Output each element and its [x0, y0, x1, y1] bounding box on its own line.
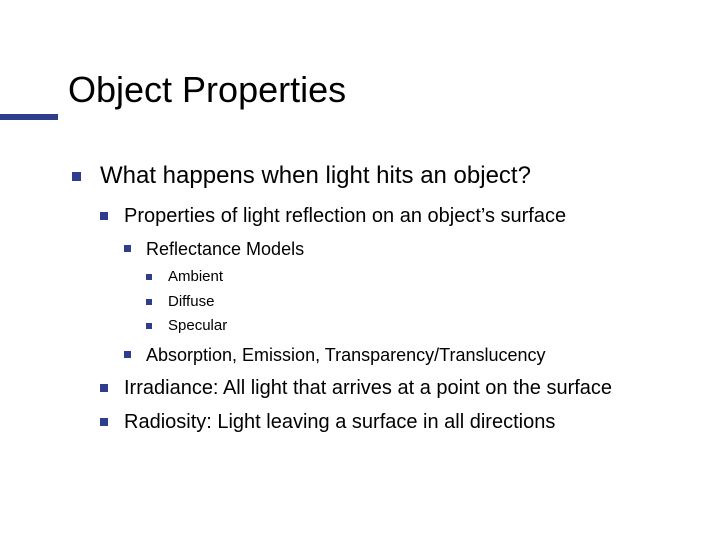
list-item-text: Absorption, Emission, Transparency/Trans… [146, 345, 546, 365]
list-item: Specular [146, 315, 690, 338]
square-bullet-icon [100, 212, 108, 220]
list-item: Diffuse [146, 291, 690, 314]
list-item: Properties of light reflection on an obj… [100, 202, 690, 368]
list-item-text: Reflectance Models [146, 239, 304, 259]
square-bullet-icon [124, 245, 131, 252]
list-item: Absorption, Emission, Transparency/Trans… [124, 342, 690, 368]
list-item-text: Ambient [168, 268, 223, 285]
list-item: Reflectance Models Ambient Diffuse [124, 236, 690, 338]
slide: { "accent_color": "#2e3e8c", "text_color… [0, 0, 720, 540]
square-bullet-icon [72, 172, 81, 181]
bullet-list-l3: Reflectance Models Ambient Diffuse [124, 236, 690, 368]
square-bullet-icon [100, 418, 108, 426]
list-item-text: Diffuse [168, 293, 214, 310]
list-item-text: Radiosity: Light leaving a surface in al… [124, 411, 555, 433]
square-bullet-icon [100, 384, 108, 392]
slide-title: Object Properties [68, 70, 346, 110]
square-bullet-icon [146, 274, 152, 280]
list-item-text: What happens when light hits an object? [100, 162, 531, 189]
list-item: Irradiance: All light that arrives at a … [100, 374, 690, 402]
list-item-text: Specular [168, 317, 227, 334]
square-bullet-icon [124, 351, 131, 358]
bullet-list-l2: Properties of light reflection on an obj… [100, 202, 690, 436]
title-area: Object Properties [68, 70, 346, 110]
list-item: What happens when light hits an object? … [72, 160, 690, 436]
list-item: Ambient [146, 266, 690, 289]
list-item-text: Properties of light reflection on an obj… [124, 205, 566, 227]
list-item: Radiosity: Light leaving a surface in al… [100, 408, 690, 436]
slide-body: What happens when light hits an object? … [72, 160, 690, 446]
square-bullet-icon [146, 299, 152, 305]
bullet-list-l1: What happens when light hits an object? … [72, 160, 690, 436]
list-item-text: Irradiance: All light that arrives at a … [124, 377, 612, 399]
bullet-list-l4: Ambient Diffuse Specular [146, 266, 690, 338]
title-accent-bar [0, 114, 58, 120]
square-bullet-icon [146, 323, 152, 329]
